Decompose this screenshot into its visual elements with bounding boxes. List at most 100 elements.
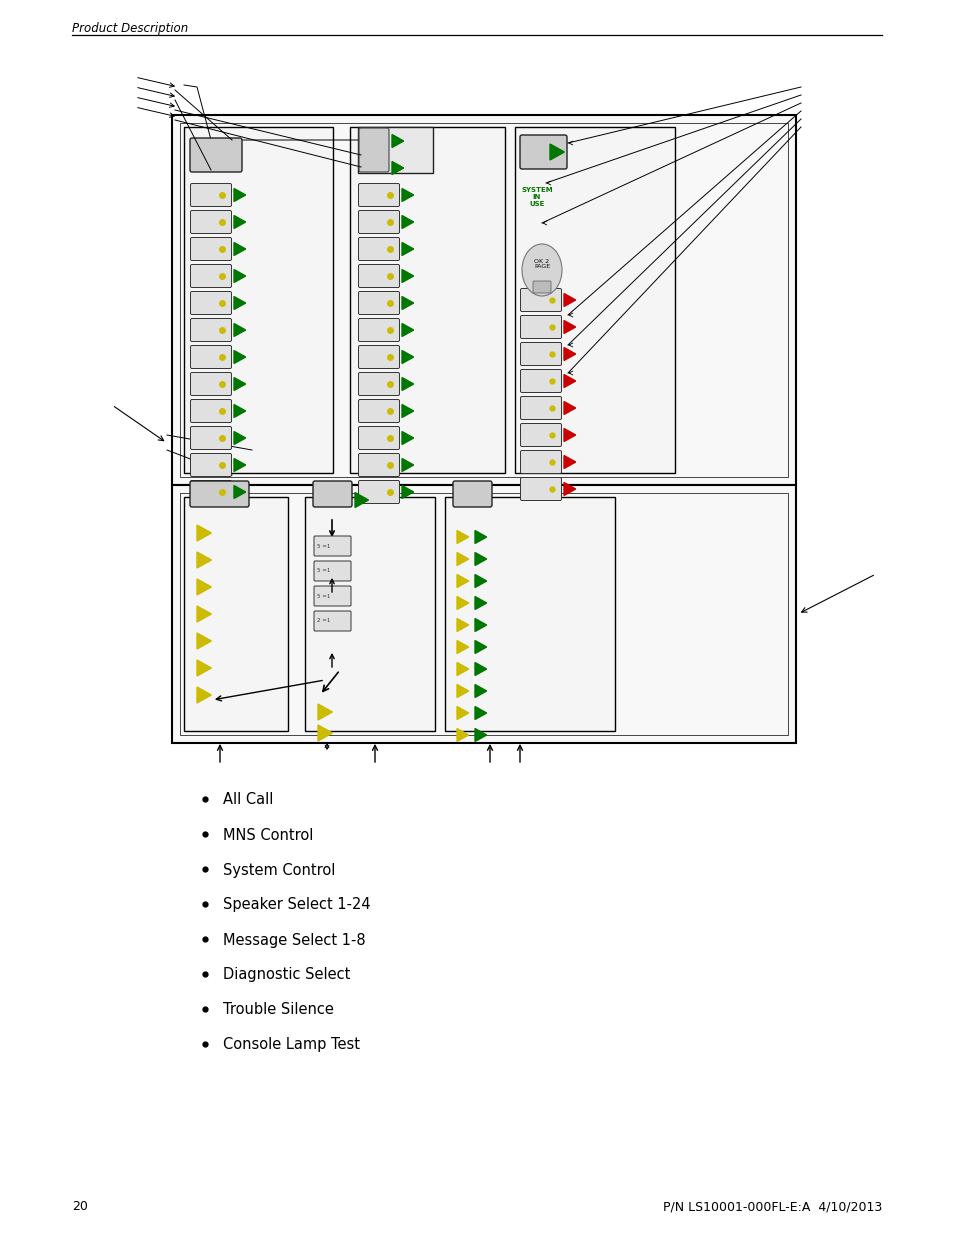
Polygon shape	[233, 431, 246, 445]
Polygon shape	[563, 374, 575, 388]
FancyBboxPatch shape	[358, 399, 399, 422]
Bar	[184, 496, 288, 731]
Polygon shape	[392, 162, 403, 174]
Polygon shape	[475, 574, 486, 588]
Text: Message Select 1-8: Message Select 1-8	[223, 932, 365, 947]
Polygon shape	[456, 531, 468, 543]
FancyBboxPatch shape	[314, 536, 351, 556]
Polygon shape	[233, 189, 246, 201]
FancyBboxPatch shape	[358, 184, 399, 206]
Text: 5 =1: 5 =1	[316, 543, 330, 548]
Text: 5 =1: 5 =1	[316, 594, 330, 599]
Bar	[180, 493, 787, 735]
FancyBboxPatch shape	[358, 373, 399, 395]
Polygon shape	[233, 242, 246, 256]
FancyBboxPatch shape	[520, 342, 561, 366]
Polygon shape	[317, 704, 332, 720]
FancyBboxPatch shape	[191, 426, 232, 450]
Polygon shape	[233, 351, 246, 363]
Text: OK 2
PAGE: OK 2 PAGE	[534, 258, 550, 269]
Polygon shape	[401, 485, 414, 499]
Text: All Call: All Call	[223, 793, 274, 808]
Polygon shape	[196, 579, 212, 595]
Polygon shape	[475, 662, 486, 676]
Text: Trouble Silence: Trouble Silence	[223, 1003, 334, 1018]
Text: SYSTEM
IN
USE: SYSTEM IN USE	[520, 186, 552, 207]
FancyBboxPatch shape	[358, 319, 399, 342]
Polygon shape	[401, 215, 414, 228]
FancyBboxPatch shape	[533, 282, 551, 293]
Text: 20: 20	[71, 1200, 88, 1213]
Polygon shape	[401, 242, 414, 256]
FancyBboxPatch shape	[191, 373, 232, 395]
Bar	[184, 127, 333, 473]
Polygon shape	[233, 296, 246, 310]
FancyBboxPatch shape	[520, 369, 561, 393]
Polygon shape	[196, 634, 212, 650]
Bar	[180, 124, 787, 477]
FancyBboxPatch shape	[453, 480, 492, 508]
Polygon shape	[401, 431, 414, 445]
Bar	[172, 115, 795, 485]
Polygon shape	[563, 456, 575, 468]
Polygon shape	[233, 269, 246, 283]
Polygon shape	[233, 405, 246, 417]
Polygon shape	[456, 619, 468, 631]
Polygon shape	[401, 296, 414, 310]
Polygon shape	[475, 729, 486, 741]
FancyBboxPatch shape	[191, 264, 232, 288]
Polygon shape	[233, 378, 246, 390]
Text: Product Description: Product Description	[71, 22, 188, 35]
Polygon shape	[401, 189, 414, 201]
Polygon shape	[401, 378, 414, 390]
FancyBboxPatch shape	[520, 315, 561, 338]
FancyBboxPatch shape	[191, 319, 232, 342]
FancyBboxPatch shape	[520, 478, 561, 500]
Polygon shape	[233, 485, 246, 499]
Text: Speaker Select 1-24: Speaker Select 1-24	[223, 898, 370, 913]
Polygon shape	[456, 597, 468, 610]
Polygon shape	[401, 324, 414, 336]
Polygon shape	[563, 294, 575, 306]
Polygon shape	[475, 684, 486, 698]
Polygon shape	[196, 525, 212, 541]
FancyBboxPatch shape	[314, 585, 351, 606]
Text: Console Lamp Test: Console Lamp Test	[223, 1037, 359, 1052]
Polygon shape	[563, 401, 575, 415]
Text: Diagnostic Select: Diagnostic Select	[223, 967, 350, 983]
FancyBboxPatch shape	[191, 237, 232, 261]
FancyBboxPatch shape	[191, 346, 232, 368]
Polygon shape	[563, 321, 575, 333]
Ellipse shape	[521, 245, 561, 296]
Polygon shape	[475, 619, 486, 631]
FancyBboxPatch shape	[191, 399, 232, 422]
Polygon shape	[563, 483, 575, 495]
Polygon shape	[392, 135, 403, 147]
FancyBboxPatch shape	[191, 480, 232, 504]
Polygon shape	[456, 641, 468, 653]
FancyBboxPatch shape	[191, 291, 232, 315]
Polygon shape	[456, 684, 468, 698]
Bar	[350, 127, 504, 473]
FancyBboxPatch shape	[358, 264, 399, 288]
FancyBboxPatch shape	[313, 480, 352, 508]
Polygon shape	[233, 215, 246, 228]
Polygon shape	[401, 458, 414, 472]
Polygon shape	[475, 641, 486, 653]
FancyBboxPatch shape	[190, 138, 242, 172]
Text: P/N LS10001-000FL-E:A  4/10/2013: P/N LS10001-000FL-E:A 4/10/2013	[662, 1200, 882, 1213]
Polygon shape	[456, 729, 468, 741]
Polygon shape	[196, 659, 212, 676]
FancyBboxPatch shape	[314, 611, 351, 631]
Polygon shape	[401, 269, 414, 283]
FancyBboxPatch shape	[358, 453, 399, 477]
Polygon shape	[355, 493, 368, 508]
FancyBboxPatch shape	[191, 453, 232, 477]
FancyBboxPatch shape	[358, 210, 399, 233]
Polygon shape	[563, 347, 575, 361]
FancyBboxPatch shape	[191, 184, 232, 206]
Polygon shape	[456, 706, 468, 720]
FancyBboxPatch shape	[190, 480, 249, 508]
FancyBboxPatch shape	[314, 561, 351, 580]
Text: 5 =1: 5 =1	[316, 568, 330, 573]
